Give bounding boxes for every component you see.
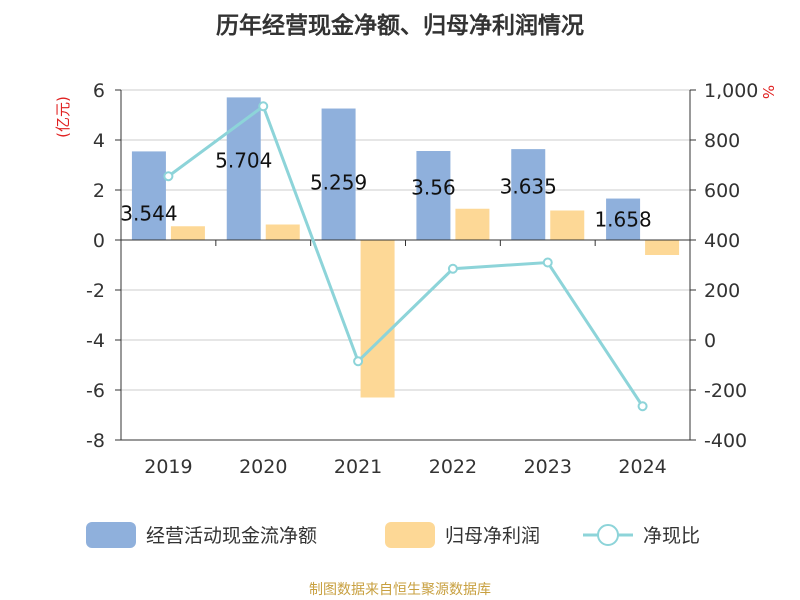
cash-flow-value-label: 3.635 [500, 175, 557, 199]
net-profit-bar [170, 226, 205, 240]
ratio-point [637, 401, 648, 412]
net-profit-bar [645, 240, 680, 255]
cash-flow-value-label: 5.704 [215, 149, 272, 173]
cash-flow-bar [416, 151, 451, 240]
left-tick-label: -4 [86, 330, 105, 352]
category-label: 2022 [429, 456, 477, 478]
right-tick-label: 0 [704, 330, 716, 352]
legend-swatch-net-profit [385, 522, 435, 548]
left-tick-label: -8 [86, 430, 105, 452]
legend-label-ratio: 净现比 [643, 525, 700, 547]
right-tick-label: 800 [704, 130, 740, 152]
cash-flow-bar [606, 198, 641, 240]
left-tick-label: 2 [93, 180, 105, 202]
legend-label-net-profit: 归母净利润 [445, 525, 540, 547]
cash-flow-bar [321, 108, 356, 241]
cash-flow-bar [131, 151, 166, 240]
category-label: 2024 [618, 456, 666, 478]
right-tick-label: 600 [704, 180, 740, 202]
category-label: 2019 [144, 456, 192, 478]
data-labels: 3.544 5.704 5.259 3.56 3.635 1.658 [120, 149, 651, 232]
left-tick-label: 6 [93, 80, 105, 102]
cash-flow-bar [511, 149, 546, 240]
cash-flow-value-label: 3.544 [120, 202, 177, 226]
ratio-point [447, 263, 458, 274]
right-tick-label: -400 [704, 430, 747, 452]
axes: -8 -6 -4 -2 0 2 4 6 -400 -200 0 200 400 600 800 1,000 20… [86, 80, 758, 478]
category-label: 2021 [334, 456, 382, 478]
left-tick-label: -6 [86, 380, 105, 402]
category-label: 2020 [239, 456, 287, 478]
ratio-point [353, 356, 364, 367]
cash-flow-value-label: 5.259 [310, 170, 367, 194]
ratio-point [258, 101, 269, 112]
right-axis-unit: % [759, 85, 777, 99]
net-profit-bar [265, 224, 300, 240]
net-profit-bar [455, 208, 490, 240]
cash-flow-value-label: 1.658 [594, 207, 651, 231]
legend: 经营活动现金流净额 归母净利润 净现比 [86, 522, 700, 548]
source-note: 制图数据来自恒生聚源数据库 [309, 582, 491, 598]
right-tick-label: -200 [704, 380, 747, 402]
right-tick-label: 200 [704, 280, 740, 302]
legend-swatch-cash-flow [86, 522, 136, 548]
category-label: 2023 [524, 456, 572, 478]
grid-lines [121, 89, 690, 441]
left-axis-unit: (亿元) [54, 96, 72, 138]
ratio-line [163, 101, 648, 412]
legend-swatch-ratio-marker [597, 524, 619, 546]
left-tick-label: -2 [86, 280, 105, 302]
net-profit-bar [360, 240, 395, 398]
left-tick-label: 4 [93, 130, 105, 152]
net-profit-bar [550, 210, 585, 240]
ratio-point [163, 171, 174, 182]
ratio-line-path [167, 103, 644, 408]
cash-flow-value-label: 3.56 [411, 176, 456, 200]
legend-label-cash-flow: 经营活动现金流净额 [146, 525, 317, 547]
left-tick-label: 0 [93, 230, 105, 252]
chart-title: 历年经营现金净额、归母净利润情况 [216, 12, 584, 39]
right-tick-label: 1,000 [704, 80, 758, 102]
ratio-point [542, 257, 553, 268]
right-tick-label: 400 [704, 230, 740, 252]
